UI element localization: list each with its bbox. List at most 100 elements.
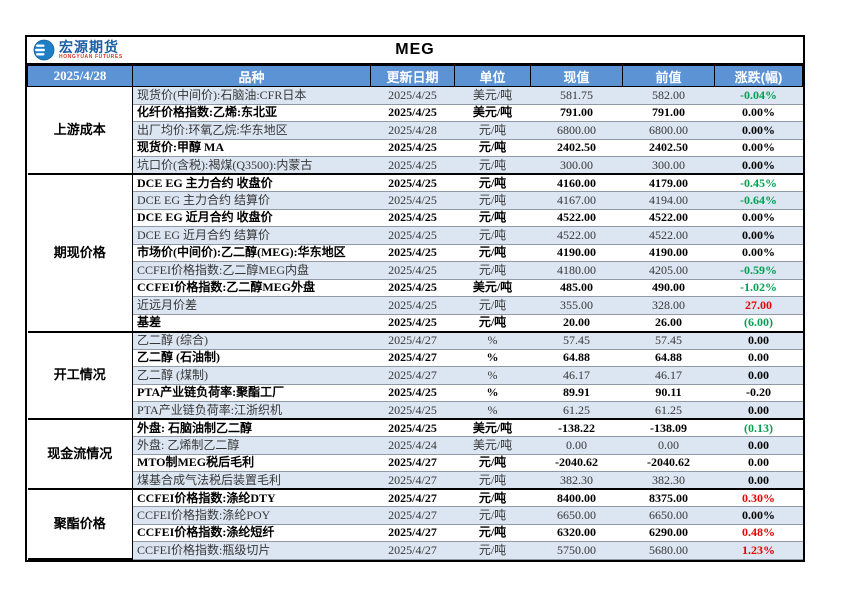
table-row: 基差 2025/4/25 元/吨 20.00 26.00 (6.00): [28, 314, 803, 332]
unit: %: [454, 366, 531, 385]
unit: 元/吨: [454, 541, 531, 560]
update-date: 2025/4/27: [370, 366, 455, 385]
product-name: DCE EG 主力合约 收盘价: [132, 173, 371, 192]
previous-value: 4522.00: [622, 209, 715, 227]
previous-value: 6800.00: [622, 121, 715, 140]
update-date: 2025/4/27: [370, 330, 455, 350]
current-value: 64.88: [530, 349, 623, 367]
change-value: 0.00: [714, 349, 803, 367]
product-name: 出厂均价:环氧乙烷:华东地区: [132, 121, 371, 140]
update-date: 2025/4/25: [370, 401, 455, 420]
current-value: 355.00: [530, 296, 623, 315]
change-value: -0.59%: [714, 261, 803, 280]
product-name: 乙二醇 (煤制): [132, 366, 371, 385]
change-value: 0.00: [714, 454, 803, 472]
unit: 美元/吨: [454, 86, 531, 105]
current-value: -138.22: [530, 418, 623, 437]
table-row: PTA产业链负荷率:聚酯工厂 2025/4/25% 89.91 90.11 -0.20: [28, 384, 803, 402]
unit: 元/吨: [454, 454, 531, 472]
section-label: 聚酯价格: [27, 488, 133, 560]
current-value: 0.00: [530, 436, 623, 455]
previous-value: 61.25: [622, 401, 715, 420]
unit: 元/吨: [454, 314, 531, 332]
unit: 元/吨: [454, 191, 531, 210]
logo-company-name: 宏源期货: [59, 39, 119, 55]
unit: 元/吨: [454, 296, 531, 315]
change-value: 0.00: [714, 471, 803, 490]
unit: 元/吨: [454, 506, 531, 525]
update-date: 2025/4/25: [370, 173, 455, 192]
col-header-previous: 前值: [622, 65, 715, 87]
table-row: 化纤价格指数:乙烯:东北亚 2025/4/25 美元/吨 791.00 791.00 0.…: [28, 104, 803, 122]
logo-company-name-en: HONGYUAN FUTURES: [59, 54, 123, 60]
logo-text-block: 宏源期货 HONGYUAN FUTURES: [59, 40, 123, 60]
change-value: 0.00%: [714, 139, 803, 157]
unit: 元/吨: [454, 209, 531, 227]
previous-value: 64.88: [622, 349, 715, 367]
unit: 元/吨: [454, 471, 531, 490]
update-date: 2025/4/27: [370, 488, 455, 507]
previous-value: 382.30: [622, 471, 715, 490]
product-name: 乙二醇 (石油制): [132, 349, 371, 367]
update-date: 2025/4/25: [370, 279, 455, 297]
previous-value: 46.17: [622, 366, 715, 385]
change-value: -0.45%: [714, 173, 803, 192]
update-date: 2025/4/27: [370, 454, 455, 472]
current-value: 485.00: [530, 279, 623, 297]
current-value: 57.45: [530, 330, 623, 350]
previous-value: 328.00: [622, 296, 715, 315]
change-value: 27.00: [714, 296, 803, 315]
unit: 元/吨: [454, 488, 531, 507]
update-date: 2025/4/27: [370, 524, 455, 542]
update-date: 2025/4/25: [370, 296, 455, 315]
section-label: 现金流情况: [27, 418, 133, 490]
update-date: 2025/4/25: [370, 384, 455, 402]
table-row: CCFEI价格指数:乙二醇MEG外盘 2025/4/25 美元/吨 485.00 490…: [28, 279, 803, 297]
previous-value: 26.00: [622, 314, 715, 332]
previous-value: 791.00: [622, 104, 715, 122]
section-label: 上游成本: [27, 86, 133, 175]
product-name: CCFEI价格指数:涤纶POY: [132, 506, 371, 525]
current-value: 2402.50: [530, 139, 623, 157]
product-name: CCFEI价格指数:瓶级切片: [132, 541, 371, 560]
product-name: CCFEI价格指数:涤纶DTY: [132, 488, 371, 507]
update-date: 2025/4/27: [370, 541, 455, 560]
unit: 元/吨: [454, 139, 531, 157]
previous-value: 6290.00: [622, 524, 715, 542]
section-label: 开工情况: [27, 330, 133, 420]
col-header-current: 现值: [530, 65, 623, 87]
update-date: 2025/4/27: [370, 349, 455, 367]
table-row: 外盘: 乙烯制乙二醇 2025/4/24 美元/吨 0.00 0.00 0.00: [28, 436, 803, 455]
product-name: 基差: [132, 314, 371, 332]
previous-value: 300.00: [622, 156, 715, 175]
unit: %: [454, 384, 531, 402]
hongyuan-logo-icon: [33, 39, 55, 61]
change-value: 0.00%: [714, 209, 803, 227]
current-value: 61.25: [530, 401, 623, 420]
update-date: 2025/4/25: [370, 261, 455, 280]
table-row: CCFEI价格指数:涤纶短纤 2025/4/27 元/吨 6320.00 6290.00…: [28, 524, 803, 542]
current-value: 8400.00: [530, 488, 623, 507]
unit: 元/吨: [454, 121, 531, 140]
hongyuan-logo: 宏源期货 HONGYUAN FUTURES: [33, 39, 123, 61]
product-name: 市场价(中间价):乙二醇(MEG):华东地区: [132, 244, 371, 262]
col-header-change: 涨跌(幅): [714, 65, 803, 87]
change-value: 0.00: [714, 401, 803, 420]
unit: 美元/吨: [454, 418, 531, 437]
unit: 美元/吨: [454, 104, 531, 122]
update-date: 2025/4/25: [370, 104, 455, 122]
col-header-update-date: 更新日期: [370, 65, 455, 87]
update-date: 2025/4/25: [370, 156, 455, 175]
update-date: 2025/4/25: [370, 314, 455, 332]
product-name: 近远月价差: [132, 296, 371, 315]
current-value: 382.30: [530, 471, 623, 490]
change-value: -0.64%: [714, 191, 803, 210]
previous-value: -138.09: [622, 418, 715, 437]
table-row: CCFEI价格指数:瓶级切片 2025/4/27 元/吨 5750.00 5680.00…: [28, 541, 803, 560]
product-name: PTA产业链负荷率:江浙织机: [132, 401, 371, 420]
change-value: 0.00%: [714, 226, 803, 245]
current-value: 46.17: [530, 366, 623, 385]
product-name: 化纤价格指数:乙烯:东北亚: [132, 104, 371, 122]
current-value: 4190.00: [530, 244, 623, 262]
unit: 元/吨: [454, 156, 531, 175]
